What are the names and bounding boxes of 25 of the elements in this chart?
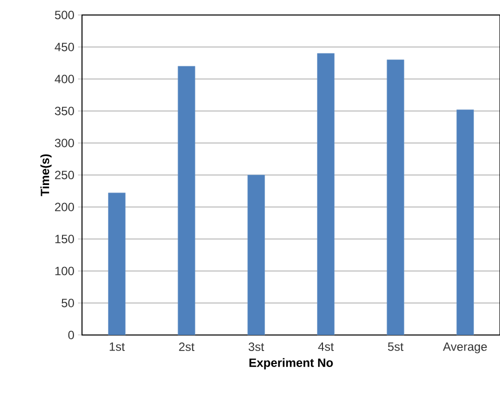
bar: [178, 66, 196, 335]
bar: [317, 53, 335, 335]
y-tick-label: 0: [68, 330, 74, 340]
y-tick-label: 400: [54, 74, 74, 84]
y-tick-label: 100: [55, 266, 74, 276]
y-tick-label: 350: [54, 106, 74, 116]
x-tick-label: 2st: [179, 342, 194, 352]
y-tick-label: 450: [54, 42, 74, 52]
bar: [108, 192, 126, 335]
y-tick-label: 150: [55, 234, 74, 244]
x-axis-title: Experiment No: [249, 358, 333, 370]
x-tick-label: 5st: [388, 342, 404, 351]
bar: [456, 110, 474, 335]
y-tick-label: 250: [55, 170, 74, 180]
bar: [386, 60, 404, 335]
y-tick-label: 500: [54, 10, 74, 20]
y-axis-title: Time(s): [40, 154, 52, 196]
x-tick-label: 3st: [248, 342, 264, 352]
x-tick-label: 1st: [110, 342, 125, 351]
y-tick-label: 200: [55, 202, 74, 212]
x-tick-label: Average: [442, 342, 487, 354]
y-tick-label: 300: [54, 138, 74, 148]
bar: [247, 174, 265, 335]
y-tick-label: 50: [62, 298, 74, 308]
x-tick-label: 4st: [318, 342, 334, 351]
